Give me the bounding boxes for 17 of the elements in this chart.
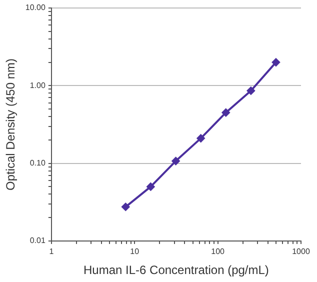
y-tick-label: 1.00 — [30, 80, 46, 90]
point — [246, 86, 255, 95]
point — [172, 157, 180, 166]
y-tick-label: 10.00 — [25, 3, 46, 12]
point — [146, 182, 155, 191]
x-tick-label: 1 — [49, 247, 54, 256]
y-tick-label: 0.10 — [30, 158, 46, 168]
y-tick-label: 0.01 — [30, 236, 46, 246]
point — [196, 134, 205, 142]
x-tick-label: 100 — [211, 247, 226, 256]
point — [222, 108, 230, 117]
y-axis-title: Optical Density (450 nm) — [4, 58, 18, 191]
x-axis-title: Human IL-6 Concentration (pg/mL) — [84, 263, 269, 278]
point — [272, 58, 280, 66]
x-tick-label: 10 — [130, 247, 140, 256]
x-tick-label: 1000 — [292, 247, 310, 256]
point — [122, 202, 130, 211]
